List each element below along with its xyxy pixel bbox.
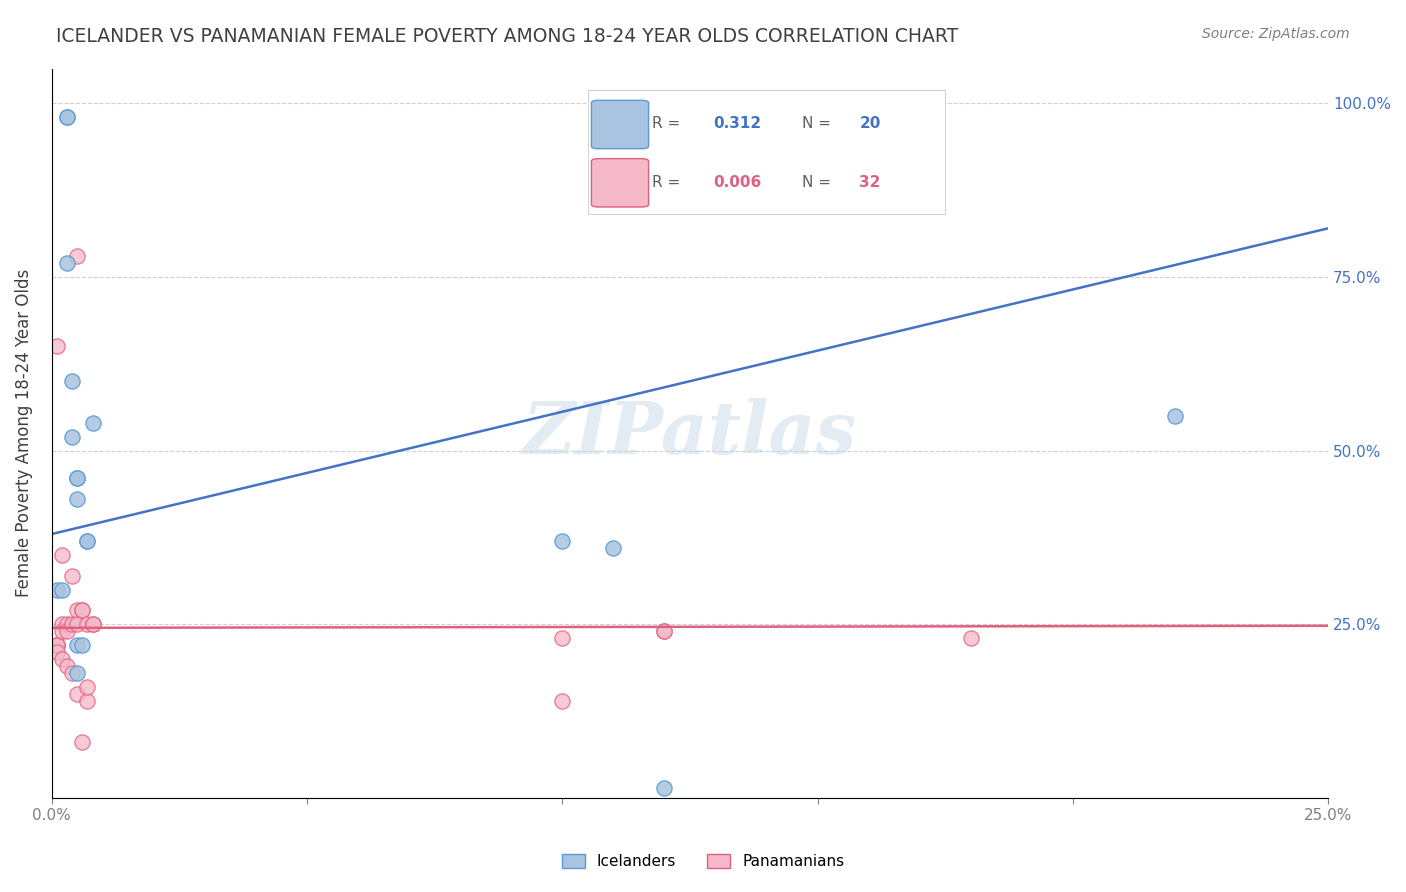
Panamanians: [551, 694, 574, 708]
Panamanians: [959, 632, 981, 646]
Panamanians: [72, 735, 94, 749]
Text: ICELANDER VS PANAMANIAN FEMALE POVERTY AMONG 18-24 YEAR OLDS CORRELATION CHART: ICELANDER VS PANAMANIAN FEMALE POVERTY A…: [56, 27, 959, 45]
Icelanders: [66, 665, 89, 680]
Panamanians: [45, 638, 67, 652]
Icelanders: [551, 533, 574, 548]
Text: ZIPatlas: ZIPatlas: [523, 398, 858, 469]
Icelanders: [82, 416, 104, 430]
Icelanders: [72, 638, 94, 652]
Icelanders: [51, 582, 73, 597]
Icelanders: [66, 471, 89, 485]
Icelanders: [60, 374, 83, 388]
Panamanians: [66, 617, 89, 632]
Panamanians: [72, 603, 94, 617]
Icelanders: [56, 256, 79, 270]
Panamanians: [56, 617, 79, 632]
Panamanians: [51, 548, 73, 562]
Icelanders: [45, 582, 67, 597]
Panamanians: [45, 638, 67, 652]
Panamanians: [56, 624, 79, 639]
Panamanians: [76, 617, 98, 632]
Panamanians: [45, 339, 67, 353]
Icelanders: [60, 430, 83, 444]
Panamanians: [82, 617, 104, 632]
Icelanders: [654, 780, 676, 795]
Panamanians: [51, 624, 73, 639]
Legend: Icelanders, Panamanians: Icelanders, Panamanians: [555, 848, 851, 875]
Panamanians: [51, 652, 73, 666]
Panamanians: [60, 568, 83, 582]
Panamanians: [76, 680, 98, 694]
Panamanians: [76, 694, 98, 708]
Panamanians: [60, 617, 83, 632]
Text: Source: ZipAtlas.com: Source: ZipAtlas.com: [1202, 27, 1350, 41]
Panamanians: [45, 645, 67, 659]
Panamanians: [72, 603, 94, 617]
Panamanians: [56, 659, 79, 673]
Panamanians: [66, 249, 89, 263]
Icelanders: [66, 471, 89, 485]
Icelanders: [56, 110, 79, 124]
Y-axis label: Female Poverty Among 18-24 Year Olds: Female Poverty Among 18-24 Year Olds: [15, 269, 32, 598]
Icelanders: [76, 533, 98, 548]
Icelanders: [602, 541, 624, 555]
Icelanders: [76, 533, 98, 548]
Panamanians: [60, 665, 83, 680]
Icelanders: [66, 638, 89, 652]
Panamanians: [654, 624, 676, 639]
Icelanders: [1164, 409, 1187, 423]
Panamanians: [551, 632, 574, 646]
Panamanians: [66, 687, 89, 701]
Panamanians: [66, 603, 89, 617]
Panamanians: [45, 638, 67, 652]
Panamanians: [51, 617, 73, 632]
Panamanians: [654, 624, 676, 639]
Panamanians: [82, 617, 104, 632]
Icelanders: [56, 110, 79, 124]
Icelanders: [66, 492, 89, 507]
